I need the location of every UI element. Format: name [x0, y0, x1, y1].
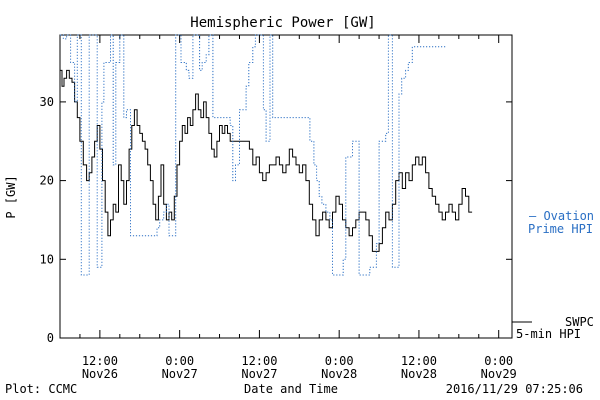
x-tick-label-date: Nov28: [321, 367, 357, 381]
series-ovation-line: [60, 34, 446, 276]
x-tick-label-time: 0:00: [325, 354, 354, 368]
plot-frame: [59, 34, 513, 339]
x-tick-label-time: 12:00: [241, 354, 277, 368]
plot-area: 010203012:00Nov260:00Nov2712:00Nov270:00…: [40, 34, 517, 381]
y-tick-label: 10: [40, 252, 54, 266]
legend-swpc-line2: 5-min HPI: [516, 327, 581, 341]
x-tick-label-time: 12:00: [82, 354, 118, 368]
x-tick-label-date: Nov26: [82, 367, 118, 381]
chart-title: Hemispheric Power [GW]: [190, 15, 375, 31]
footer-timestamp: 2016/11/29 07:25:06: [446, 382, 583, 396]
footer-credit: Plot: CCMC: [5, 382, 77, 396]
y-tick-label: 0: [47, 331, 54, 345]
legend-ovation-line1: — Ovation: [529, 209, 594, 223]
x-tick-label-date: Nov29: [481, 367, 517, 381]
x-tick-label-time: 12:00: [401, 354, 437, 368]
y-axis-label: P [GW]: [4, 175, 18, 218]
y-tick-label: 20: [40, 174, 54, 188]
legend-ovation-line2: Prime HPI: [528, 222, 593, 236]
x-tick-label-time: 0:00: [165, 354, 194, 368]
y-tick-label: 30: [40, 95, 54, 109]
x-axis-label: Date and Time: [244, 382, 338, 396]
legend-swpc-line1: SWPC: [565, 315, 594, 329]
x-tick-label-date: Nov27: [241, 367, 277, 381]
x-tick-label-date: Nov28: [401, 367, 437, 381]
x-tick-label-date: Nov27: [162, 367, 198, 381]
series-swpc-line: [60, 69, 473, 252]
x-tick-label-time: 0:00: [484, 354, 513, 368]
